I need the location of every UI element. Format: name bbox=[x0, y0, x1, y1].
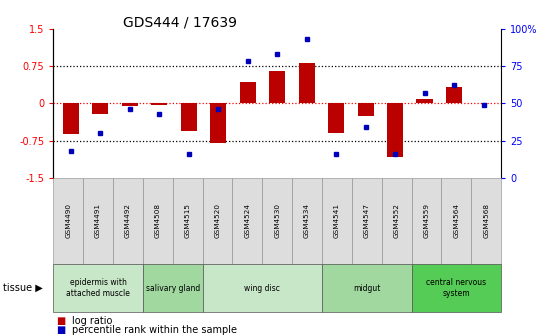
Text: epidermis with
attached muscle: epidermis with attached muscle bbox=[66, 279, 130, 298]
Text: GSM4520: GSM4520 bbox=[214, 203, 221, 239]
Bar bbox=[298, 64, 315, 103]
Text: central nervous
system: central nervous system bbox=[426, 279, 487, 298]
Bar bbox=[357, 103, 374, 116]
Bar bbox=[446, 87, 462, 103]
Text: GSM4534: GSM4534 bbox=[304, 203, 310, 239]
Bar bbox=[122, 103, 138, 106]
Text: GSM4547: GSM4547 bbox=[364, 203, 370, 239]
Text: GSM4490: GSM4490 bbox=[65, 203, 71, 239]
Text: ■: ■ bbox=[56, 316, 66, 326]
Bar bbox=[210, 103, 226, 143]
Text: GSM4524: GSM4524 bbox=[244, 203, 250, 239]
Bar bbox=[92, 103, 109, 114]
Text: salivary gland: salivary gland bbox=[146, 284, 200, 293]
Text: GDS444 / 17639: GDS444 / 17639 bbox=[123, 15, 237, 29]
Bar bbox=[181, 103, 197, 131]
Bar bbox=[151, 103, 167, 105]
Text: GSM4568: GSM4568 bbox=[483, 203, 489, 239]
Text: GSM4492: GSM4492 bbox=[125, 203, 131, 239]
Text: midgut: midgut bbox=[353, 284, 380, 293]
Bar bbox=[240, 82, 256, 103]
Text: GSM4552: GSM4552 bbox=[394, 203, 400, 239]
Text: log ratio: log ratio bbox=[72, 316, 112, 326]
Bar bbox=[417, 99, 433, 103]
Text: GSM4515: GSM4515 bbox=[185, 203, 190, 239]
Text: ■: ■ bbox=[56, 325, 66, 335]
Text: GSM4508: GSM4508 bbox=[155, 203, 161, 239]
Text: wing disc: wing disc bbox=[244, 284, 280, 293]
Text: GSM4491: GSM4491 bbox=[95, 203, 101, 239]
Text: GSM4530: GSM4530 bbox=[274, 203, 280, 239]
Bar bbox=[269, 71, 285, 103]
Text: GSM4564: GSM4564 bbox=[454, 203, 459, 239]
Text: tissue ▶: tissue ▶ bbox=[3, 283, 43, 293]
Text: GSM4559: GSM4559 bbox=[423, 203, 430, 239]
Bar bbox=[387, 103, 403, 157]
Text: GSM4541: GSM4541 bbox=[334, 203, 340, 239]
Bar bbox=[328, 103, 344, 133]
Bar bbox=[63, 103, 79, 134]
Text: percentile rank within the sample: percentile rank within the sample bbox=[72, 325, 237, 335]
